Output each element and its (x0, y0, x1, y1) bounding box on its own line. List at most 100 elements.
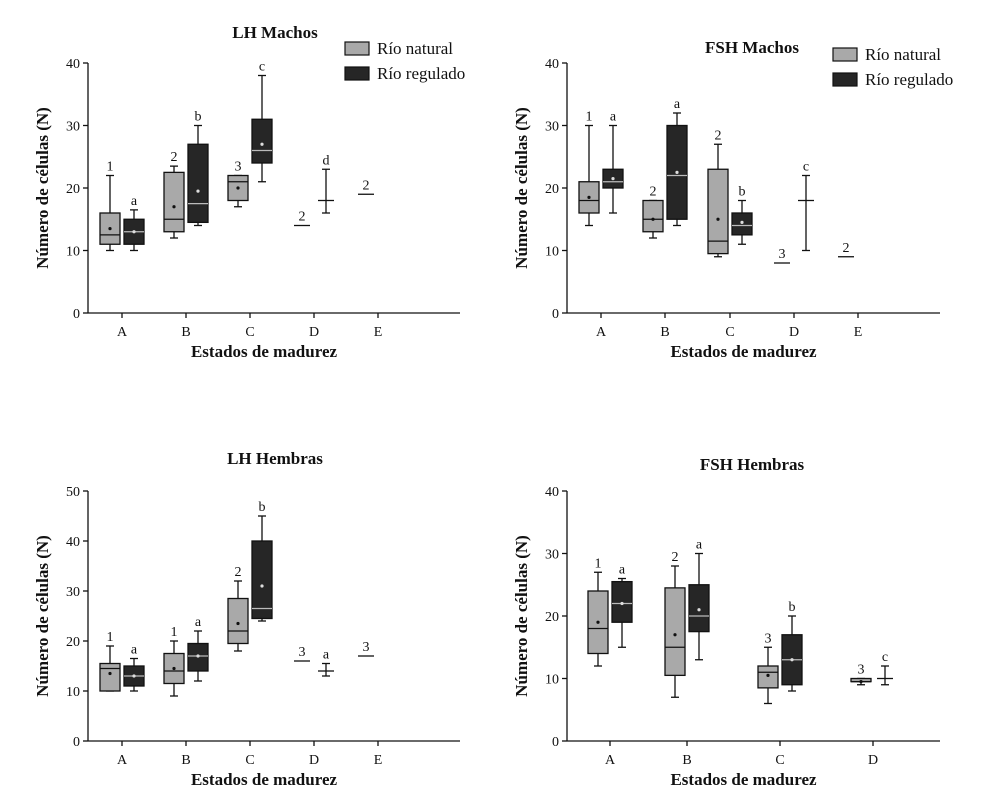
natural-box-C: 2 (707, 128, 729, 258)
natural-box-B: 2 (664, 550, 686, 698)
panel-lh-hembras: LH Hembras 0 10 20 30 40 50 A B C D E Estados de mad… (33, 449, 460, 789)
mean-marker (260, 584, 264, 588)
natural-box-D: 3 (294, 645, 310, 662)
x-tick-label: D (309, 325, 319, 340)
y-tick-label: 40 (66, 57, 80, 72)
legend-swatch-natural (344, 41, 370, 56)
group-label: 1 (171, 625, 178, 640)
group-label: a (696, 538, 703, 553)
regulado-box-C: b (731, 185, 753, 245)
chart-title: FSH Machos (705, 38, 799, 57)
group-label: 3 (858, 663, 865, 678)
group-label: c (882, 650, 888, 665)
group-label: 2 (235, 565, 242, 580)
y-tick-label: 50 (66, 485, 80, 500)
regulado-box-D: c (798, 160, 814, 252)
x-tick-label: C (245, 325, 254, 340)
regulado-box-A: a (611, 563, 633, 648)
group-label: c (803, 160, 809, 175)
natural-box-A: 1 (99, 160, 121, 252)
regulado-box-D: c (877, 650, 893, 686)
mean-marker (196, 189, 200, 193)
legend-swatch-natural (832, 47, 858, 62)
mean-marker (132, 674, 136, 678)
y-tick-label: 10 (66, 245, 80, 260)
x-tick-label: E (374, 325, 383, 340)
group-label: 3 (299, 645, 306, 660)
group-label: 1 (586, 110, 593, 125)
group-label: a (610, 110, 617, 125)
natural-box-C: 3 (757, 631, 779, 705)
group-label: a (619, 563, 626, 578)
y-tick-label: 20 (66, 635, 80, 650)
x-tick-label: E (374, 753, 383, 768)
chart-title: FSH Hembras (700, 455, 805, 474)
natural-box-E: 2 (358, 178, 374, 195)
mean-marker (236, 186, 240, 190)
x-tick-label: A (117, 325, 128, 340)
natural-box-B: 2 (642, 185, 664, 239)
y-tick-label: 40 (545, 57, 559, 72)
legend-swatch-regulado (344, 66, 370, 81)
group-label: a (131, 194, 138, 209)
mean-marker (620, 601, 624, 606)
mean-marker (172, 666, 176, 671)
x-tick-label: D (868, 753, 878, 768)
y-axis-title: Número de células (N) (512, 107, 531, 269)
mean-marker (673, 633, 677, 637)
natural-box-A: 1 (578, 110, 600, 227)
regulado-box-C: c (251, 60, 273, 183)
regulado-box-B: b (187, 110, 209, 227)
x-tick-label: B (181, 753, 190, 768)
group-label: 2 (299, 210, 306, 225)
mean-marker (697, 608, 701, 612)
legend: Río natural Río regulado (344, 39, 465, 83)
legend-label-regulado: Río regulado (377, 64, 465, 83)
group-label: 2 (650, 185, 657, 200)
group-label: b (259, 500, 266, 515)
chart-title: LH Machos (232, 23, 318, 42)
x-axis-title: Estados de madurez (191, 342, 338, 361)
natural-box-D: 3 (850, 663, 872, 686)
natural-box-D: 3 (774, 247, 790, 264)
x-tick-label: A (605, 753, 616, 768)
regulado-box-A: a (123, 643, 145, 692)
x-tick-label: E (854, 325, 863, 340)
mean-marker (196, 654, 200, 658)
mean-marker (236, 621, 240, 626)
group-label: 2 (843, 241, 850, 256)
box-iqr (99, 662, 121, 692)
natural-box-C: 2 (227, 565, 249, 652)
natural-box-A: 1 (99, 630, 121, 692)
y-tick-label: 30 (545, 548, 559, 563)
y-tick-label: 0 (552, 307, 559, 322)
x-axis-title: Estados de madurez (191, 770, 338, 789)
mean-marker (108, 227, 112, 231)
natural-box-C: 3 (227, 160, 249, 208)
panel-fsh-hembras: FSH Hembras 0 10 20 30 40 A B C D Estados de madur… (512, 455, 940, 789)
box-iqr (251, 118, 273, 164)
natural-box-B: 2 (163, 150, 185, 239)
legend-label-regulado: Río regulado (865, 70, 953, 89)
y-tick-label: 0 (552, 735, 559, 750)
y-tick-label: 0 (73, 307, 80, 322)
group-label: b (195, 110, 202, 125)
group-label: b (739, 185, 746, 200)
group-label: a (131, 643, 138, 658)
x-tick-label: A (117, 753, 128, 768)
legend-label-natural: Río natural (865, 45, 941, 64)
mean-marker (651, 217, 655, 221)
natural-box-A: 1 (587, 556, 609, 667)
mean-marker (108, 671, 112, 676)
regulado-box-A: a (123, 194, 145, 252)
regulado-box-A: a (602, 110, 624, 214)
x-tick-label: B (181, 325, 190, 340)
group-label: 1 (107, 630, 114, 645)
x-tick-label: C (775, 753, 784, 768)
group-label: 2 (715, 128, 722, 143)
box-iqr (664, 587, 686, 677)
x-tick-label: A (596, 325, 607, 340)
mean-marker (172, 205, 176, 209)
x-tick-label: B (682, 753, 691, 768)
regulado-box-C: b (781, 600, 803, 692)
